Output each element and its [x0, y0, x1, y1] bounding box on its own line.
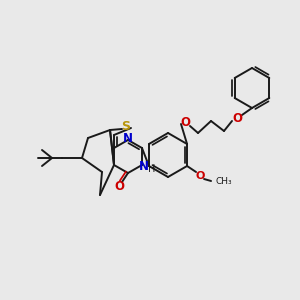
Text: O: O — [195, 171, 205, 181]
Text: H: H — [148, 164, 156, 174]
Text: O: O — [114, 179, 124, 193]
Text: O: O — [232, 112, 242, 124]
Text: O: O — [180, 116, 190, 128]
Text: CH₃: CH₃ — [215, 178, 232, 187]
Text: S: S — [122, 119, 130, 133]
Text: N: N — [139, 160, 149, 172]
Text: N: N — [123, 133, 133, 146]
